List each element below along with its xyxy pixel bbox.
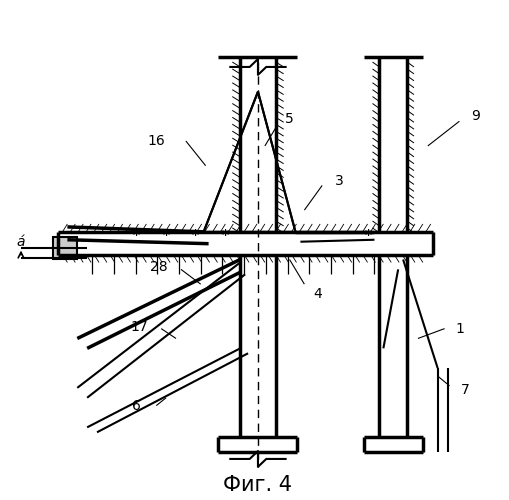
Text: 16: 16 [147,134,165,148]
Text: Фиг. 4: Фиг. 4 [223,474,292,494]
Text: 5: 5 [285,112,293,126]
Text: 17: 17 [130,320,148,334]
Text: 3: 3 [334,174,343,188]
Text: *: * [192,228,199,242]
Text: *: * [221,228,229,242]
Text: *: * [133,228,140,242]
Text: 7: 7 [460,383,469,397]
Text: 9: 9 [470,110,478,124]
Text: 28: 28 [150,260,167,274]
Text: 6: 6 [132,398,140,412]
Bar [52,237,77,258]
Text: 4: 4 [312,287,321,301]
Text: 1: 1 [454,322,463,336]
Text: *: * [364,228,372,242]
Polygon shape [203,92,295,232]
Text: á: á [17,234,25,248]
Text: *: * [162,228,169,242]
